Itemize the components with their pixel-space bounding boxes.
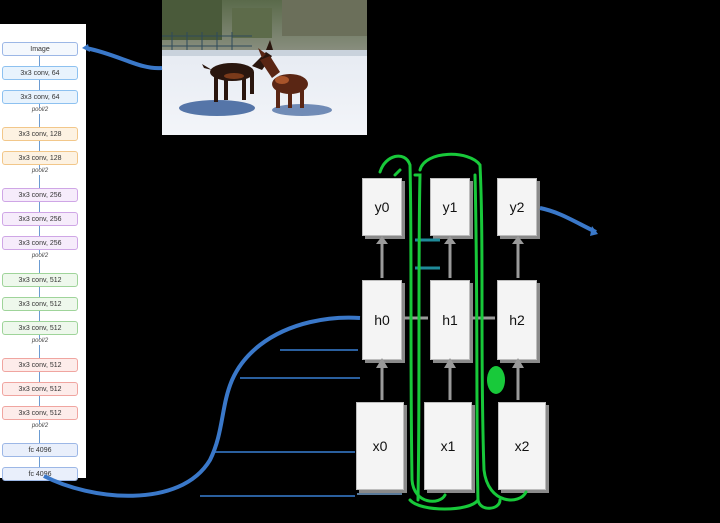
vgg-connector-arrow: [39, 433, 40, 443]
y2-output-arrow: [539, 206, 597, 234]
vgg-layer: fc 4096: [2, 443, 78, 457]
vgg-connector-arrow: [39, 345, 40, 348]
vgg-layer: fc 4096: [2, 467, 78, 481]
vgg-layer: 3x3 conv, 512: [2, 273, 78, 287]
hidden-label-h0: h0: [374, 312, 390, 328]
vgg-connector-arrow: [39, 287, 40, 297]
dogs-in-snow-image: [162, 0, 367, 135]
vgg-layer: 3x3 conv, 256: [2, 236, 78, 250]
vgg-layer: 3x3 conv, 512: [2, 406, 78, 420]
vgg-connector-arrow: [39, 141, 40, 151]
hidden-node-h2: h2: [497, 280, 537, 360]
green-loop-3: [413, 173, 422, 502]
vgg-connector-arrow: [39, 396, 40, 406]
vgg-connector-arrow: [39, 335, 40, 339]
vgg-connector-arrow: [39, 420, 40, 424]
input-node-x1: x1: [424, 402, 472, 490]
output-node-y2: y2: [497, 178, 537, 236]
vgg-connector-arrow: [39, 260, 40, 263]
vgg-connector-arrow: [39, 202, 40, 212]
vgg-pool-label: pool/2: [31, 423, 49, 429]
vgg-connector-arrow: [39, 178, 40, 188]
vgg-layer: 3x3 conv, 512: [2, 297, 78, 311]
vgg-connector-arrow: [39, 226, 40, 236]
vgg-connector-arrow: [39, 165, 40, 169]
vgg-pool-label: pool/2: [31, 253, 49, 259]
vgg-connector-arrow: [39, 372, 40, 382]
output-label-y0: y0: [374, 199, 390, 215]
vgg-pool-label: pool/2: [31, 338, 49, 344]
input-node-x2: x2: [498, 402, 546, 490]
vgg-connector-arrow: [39, 348, 40, 358]
vgg-layer: 3x3 conv, 64: [2, 90, 78, 104]
input-label-x2: x2: [514, 438, 530, 454]
hidden-label-h1: h1: [442, 312, 458, 328]
vgg-connector-arrow: [39, 457, 40, 467]
vgg-layer: 3x3 conv, 256: [2, 212, 78, 226]
output-label-y2: y2: [509, 199, 525, 215]
vgg-connector-arrow: [39, 117, 40, 127]
vgg-layer: 3x3 conv, 128: [2, 127, 78, 141]
input-photo: [162, 0, 367, 135]
vgg-connector-arrow: [39, 430, 40, 433]
vgg-layer: 3x3 conv, 512: [2, 358, 78, 372]
vgg-connector-arrow: [39, 311, 40, 321]
vgg-connector-arrow: [39, 114, 40, 117]
vgg-pool-label: pool/2: [31, 168, 49, 174]
vgg-connector-arrow: [39, 56, 40, 66]
vgg-connector-arrow: [39, 80, 40, 90]
vgg-connector-arrow: [39, 263, 40, 273]
vgg-pool-label: pool/2: [31, 107, 49, 113]
green-loop-6: [393, 168, 402, 177]
vgg-network-panel: Image 3x3 conv, 64 3x3 conv, 64 pool/2 3x3 c…: [0, 24, 86, 481]
input-label-x1: x1: [440, 438, 456, 454]
vgg-layer: 3x3 conv, 512: [2, 382, 78, 396]
hidden-node-h0: h0: [362, 280, 402, 360]
vgg-layer: 3x3 conv, 64: [2, 66, 78, 80]
image-to-vgg-arrow: [85, 46, 163, 71]
green-loop-5: [408, 498, 480, 511]
vgg-image-input: Image: [2, 42, 78, 56]
input-node-x0: x0: [356, 402, 404, 490]
output-node-y1: y1: [430, 178, 470, 236]
output-node-y0: y0: [362, 178, 402, 236]
vgg-layer: 3x3 conv, 512: [2, 321, 78, 335]
vgg-layer: 3x3 conv, 128: [2, 151, 78, 165]
vgg-connector-arrow: [39, 250, 40, 254]
green-blob: [487, 366, 505, 394]
output-label-y1: y1: [442, 199, 458, 215]
vgg-layer: 3x3 conv, 256: [2, 188, 78, 202]
vgg-connector-arrow: [39, 175, 40, 178]
hidden-node-h1: h1: [430, 280, 470, 360]
vgg-connector-arrow: [39, 104, 40, 108]
feature-to-hidden-curve: [43, 315, 361, 498]
input-label-x0: x0: [372, 438, 388, 454]
hidden-label-h2: h2: [509, 312, 525, 328]
